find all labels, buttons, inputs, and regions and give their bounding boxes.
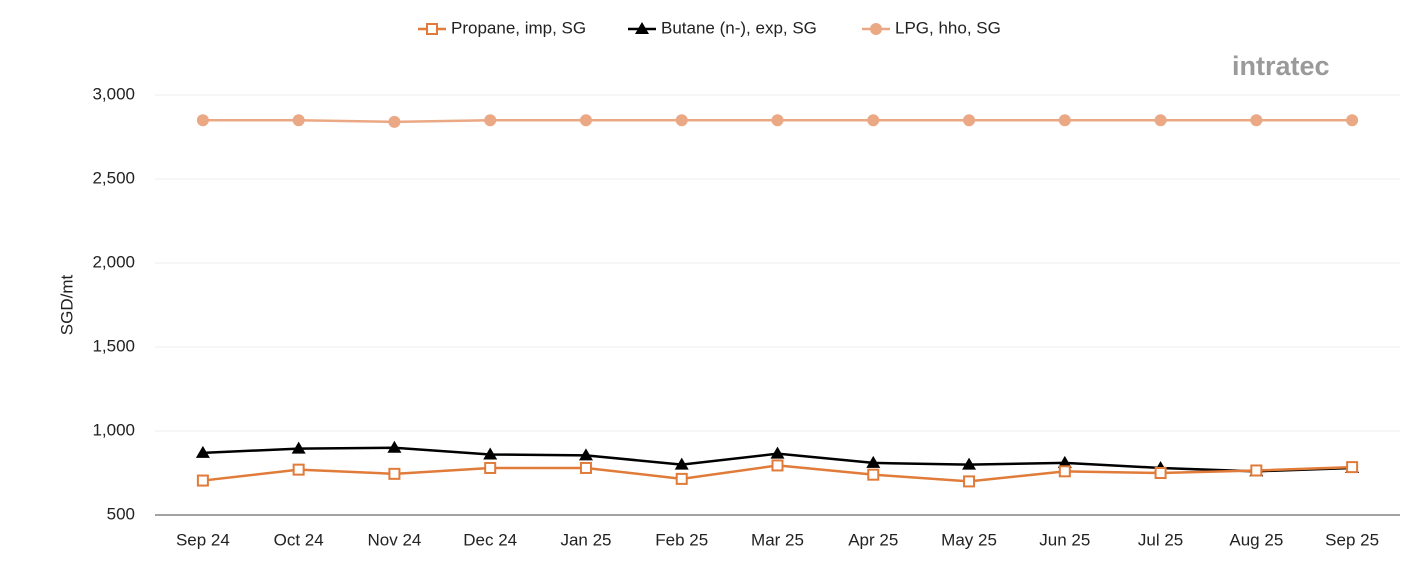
x-tick-label: Apr 25 xyxy=(848,530,898,549)
point xyxy=(1250,114,1263,127)
point xyxy=(867,114,880,127)
x-tick-label: Jan 25 xyxy=(560,530,611,549)
legend-label: LPG, hho, SG xyxy=(895,18,1001,37)
point xyxy=(292,463,305,476)
point xyxy=(770,446,785,459)
point xyxy=(483,447,498,460)
point xyxy=(675,472,688,485)
point xyxy=(1250,464,1263,477)
point xyxy=(1346,461,1359,474)
point xyxy=(962,457,977,470)
legend-label: Propane, imp, SG xyxy=(451,18,586,37)
point xyxy=(291,441,306,454)
point xyxy=(388,115,401,128)
point xyxy=(387,440,402,453)
point xyxy=(579,461,592,474)
x-tick-label: Mar 25 xyxy=(751,530,804,549)
point xyxy=(771,114,784,127)
x-tick-label: Dec 24 xyxy=(463,530,517,549)
point xyxy=(1346,114,1359,127)
x-tick-label: Sep 24 xyxy=(176,530,230,549)
point xyxy=(579,114,592,127)
x-tick-label: May 25 xyxy=(941,530,997,549)
point xyxy=(484,461,497,474)
point xyxy=(196,114,209,127)
x-tick-label: Jun 25 xyxy=(1039,530,1090,549)
y-tick-label: 2,000 xyxy=(92,252,135,271)
point xyxy=(388,467,401,480)
x-tick-label: Feb 25 xyxy=(655,530,708,549)
point xyxy=(1057,455,1072,468)
y-axis-label: SGD/mt xyxy=(57,275,76,336)
x-tick-label: Aug 25 xyxy=(1229,530,1283,549)
point xyxy=(635,22,649,34)
point xyxy=(426,23,438,35)
point xyxy=(292,114,305,127)
y-tick-label: 3,000 xyxy=(92,84,135,103)
point xyxy=(1058,114,1071,127)
point xyxy=(866,455,881,468)
point xyxy=(1154,114,1167,127)
y-tick-label: 500 xyxy=(107,504,135,523)
x-tick-label: Oct 24 xyxy=(274,530,324,549)
point xyxy=(963,114,976,127)
point xyxy=(578,448,593,461)
point xyxy=(196,474,209,487)
legend-label: Butane (n-), exp, SG xyxy=(661,18,817,37)
point xyxy=(195,445,210,458)
point xyxy=(1154,467,1167,479)
y-tick-label: 1,500 xyxy=(92,336,135,355)
point xyxy=(870,23,882,35)
x-tick-label: Jul 25 xyxy=(1138,530,1183,549)
point xyxy=(771,459,784,472)
x-tick-label: Nov 24 xyxy=(367,530,421,549)
point xyxy=(674,457,689,470)
point xyxy=(963,475,976,488)
point xyxy=(675,114,688,127)
x-tick-label: Sep 25 xyxy=(1325,530,1379,549)
point xyxy=(1058,465,1071,478)
point xyxy=(484,114,497,127)
y-tick-label: 1,000 xyxy=(92,420,135,439)
point xyxy=(867,468,880,481)
logo: intratec xyxy=(1232,51,1330,81)
y-tick-label: 2,500 xyxy=(92,168,135,187)
